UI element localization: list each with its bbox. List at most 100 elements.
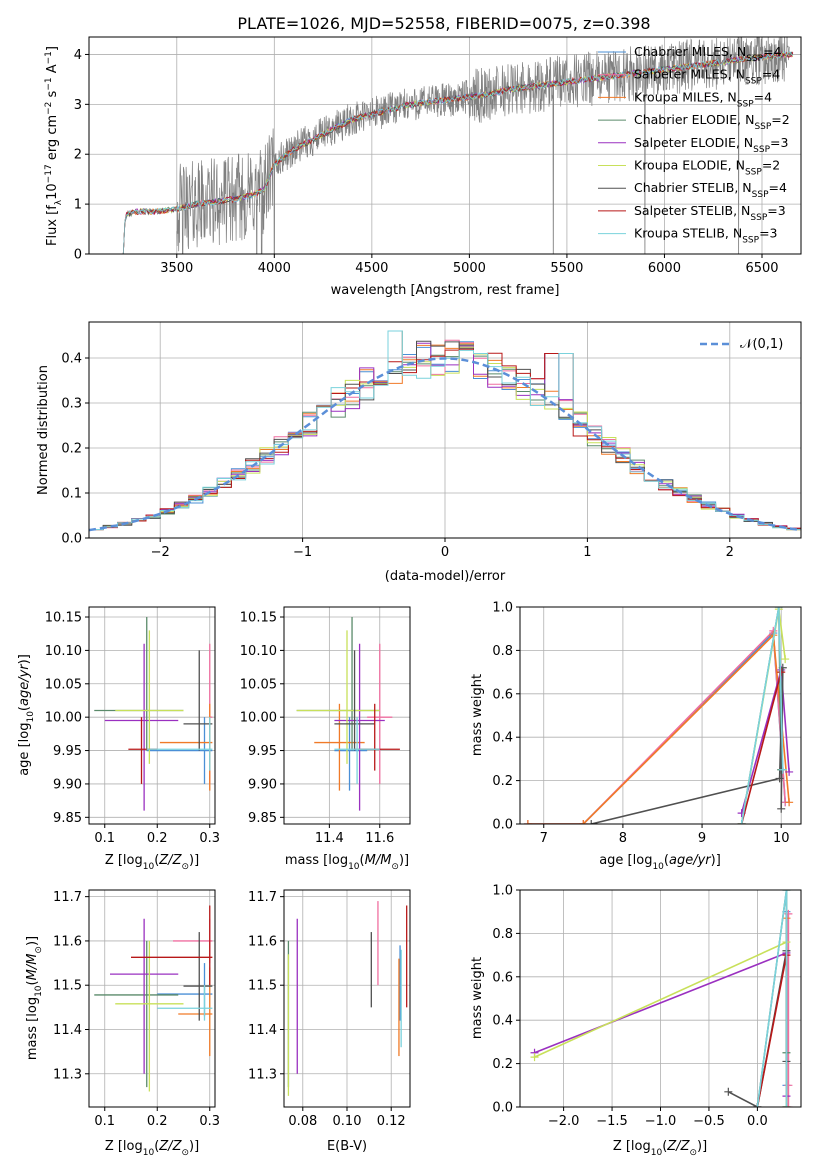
weight-marker-kroupa-stelib bbox=[782, 1103, 791, 1107]
label-part: )] bbox=[189, 853, 199, 868]
label-part: ( bbox=[360, 853, 365, 868]
label-part: ⊙ bbox=[181, 862, 189, 872]
y-tick-label: 0.6 bbox=[492, 970, 513, 985]
label-part: )] bbox=[25, 936, 40, 946]
weight-marker-salpeter-miles bbox=[784, 1103, 793, 1107]
normal-distribution-curve bbox=[89, 357, 799, 532]
x-tick-label: 4500 bbox=[355, 261, 388, 276]
x-tick-label: 4000 bbox=[258, 261, 291, 276]
label-part: ( bbox=[154, 853, 159, 868]
figure-title: PLATE=1026, MJD=52558, FIBERID=0075, z=0… bbox=[237, 14, 650, 33]
legend-text: Salpeter ELODIE, N bbox=[634, 135, 753, 150]
x-tick-label: −0.5 bbox=[693, 1114, 725, 1129]
weight-marker-chabrier-stelib bbox=[775, 774, 784, 783]
y-tick-label: 10.00 bbox=[45, 711, 82, 726]
y-tick-label: 2 bbox=[74, 148, 82, 163]
x-tick-label: 0.3 bbox=[199, 1114, 220, 1129]
y-tick-label: 1.0 bbox=[492, 601, 513, 616]
weight-line-kroupa-miles bbox=[527, 633, 790, 824]
y-axis-label: mass weight bbox=[470, 674, 485, 756]
axes-frame bbox=[88, 889, 216, 1108]
legend-subscript: SSP bbox=[753, 145, 770, 155]
weight-marker-chabrier-stelib bbox=[777, 804, 786, 813]
label-part: −1 bbox=[44, 77, 54, 90]
label-part: −1 bbox=[44, 51, 54, 64]
label-part: 10 bbox=[34, 985, 44, 997]
legend-subscript: SSP bbox=[750, 213, 767, 223]
weight-marker-kroupa-stelib bbox=[774, 607, 783, 611]
x-tick-label: 0.2 bbox=[147, 1114, 168, 1129]
label-part: ⊙ bbox=[181, 1148, 189, 1158]
y-tick-label: 0.4 bbox=[492, 1014, 513, 1029]
x-tick-label: 0.0 bbox=[747, 1114, 768, 1129]
weight-marker-kroupa-miles bbox=[785, 798, 794, 807]
y-tick-label: 9.95 bbox=[248, 744, 277, 759]
y-tick-label: 0.3 bbox=[61, 397, 82, 412]
legend-text: =2 bbox=[762, 158, 780, 173]
histogram-kroupa-elodie bbox=[89, 330, 801, 531]
label-part: 10 bbox=[26, 711, 36, 723]
weight-marker-salpeter-miles bbox=[784, 1081, 793, 1090]
y-tick-label: 10.10 bbox=[45, 644, 82, 659]
y-tick-label: 10.10 bbox=[240, 644, 277, 659]
residual-histogram-panel: −2 −1 0 1 2 0.0 0.1 0.2 0.3 0.4 (data-model)/error… bbox=[36, 321, 802, 584]
weight-marker-salpeter-miles bbox=[784, 909, 793, 918]
weight-marker-salpeter-elodie bbox=[785, 767, 794, 776]
weight-marker-kroupa-miles bbox=[523, 820, 532, 824]
label-part: 10 bbox=[652, 862, 664, 872]
label-part: mass [log bbox=[285, 853, 348, 868]
label-part: ( bbox=[17, 706, 32, 711]
y-tick-label: 11.4 bbox=[53, 1023, 82, 1038]
y-tick-label: 0.0 bbox=[61, 532, 82, 547]
legend-text: =3 bbox=[759, 226, 777, 241]
x-tick-label: 0.10 bbox=[333, 1114, 362, 1129]
weight-marker-kroupa-miles bbox=[579, 820, 588, 824]
label-part: age/yr bbox=[17, 663, 32, 706]
y-tick-label: 11.6 bbox=[248, 934, 277, 949]
y-tick-label: 0.2 bbox=[61, 442, 82, 457]
legend-text: Kroupa STELIB, N bbox=[634, 226, 742, 241]
x-tick-label: −1 bbox=[293, 545, 312, 560]
label-part: Z [log bbox=[105, 1139, 143, 1154]
y-tick-label: 11.7 bbox=[248, 890, 277, 905]
label-part: ( bbox=[154, 1139, 159, 1154]
x-tick-label: 0.3 bbox=[199, 831, 220, 846]
legend-subscript: SSP bbox=[745, 77, 762, 87]
spectrum-panel: 3500 4000 4500 5000 5500 6000 6500 0 1 2 3 4 wavelen… bbox=[44, 36, 802, 298]
model-spectrum-kroupa-stelib bbox=[120, 51, 794, 254]
mass-vs-metallicity-panel: 0.1 0.2 0.311.311.411.511.611.7Z [log10(Z/… bbox=[25, 889, 220, 1158]
y-axis-label: mass weight bbox=[470, 957, 485, 1039]
y-tick-label: 11.3 bbox=[248, 1067, 277, 1082]
y-tick-label: 10.00 bbox=[240, 711, 277, 726]
label-part: )] bbox=[17, 654, 32, 664]
weight-line-salpeter-stelib bbox=[740, 671, 782, 824]
y-tick-label: 11.7 bbox=[53, 890, 82, 905]
label-part: ] bbox=[45, 46, 60, 51]
label-part: Z [log bbox=[105, 853, 143, 868]
age-vs-metallicity-panel: 0.1 0.2 0.3 9.85 9.90 9.95 10.00 10.05 10.10 10.1… bbox=[17, 606, 220, 872]
y-axis-label: mass [log10(M/M⊙)] bbox=[25, 936, 44, 1060]
y-tick-label: 0.2 bbox=[492, 1057, 513, 1072]
y-tick-label: 9.95 bbox=[53, 744, 82, 759]
label-part: A bbox=[45, 64, 60, 77]
y-tick-label: 0.2 bbox=[492, 774, 513, 789]
legend-text: Chabrier STELIB, N bbox=[634, 180, 752, 195]
x-axis-label: E(B-V) bbox=[327, 1139, 367, 1154]
grid bbox=[520, 889, 801, 1108]
age-vs-mass-panel: 11.4 11.6 9.85 9.90 9.95 10.00 10.05 10.10 10.15… bbox=[240, 606, 411, 872]
label-part: s bbox=[45, 90, 60, 101]
legend-entry: Salpeter ELODIE, NSSP=3 bbox=[634, 135, 788, 155]
label-part: M/M bbox=[25, 954, 40, 981]
x-axis-label: (data-model)/error bbox=[385, 569, 506, 584]
x-tick-label: 6000 bbox=[648, 261, 681, 276]
plot-area bbox=[296, 617, 400, 811]
legend-text: Salpeter STELIB, N bbox=[634, 203, 750, 218]
x-tick-label: 0 bbox=[441, 545, 449, 560]
label-part: ⊙ bbox=[34, 946, 44, 954]
y-axis-label: Flux [fλ10−17 erg cm−2 s−1 A−1] bbox=[44, 46, 64, 246]
label-part: 10 bbox=[348, 862, 360, 872]
x-tick-label: −2 bbox=[151, 545, 170, 560]
x-axis-label: wavelength [Angstrom, rest frame] bbox=[331, 283, 560, 298]
